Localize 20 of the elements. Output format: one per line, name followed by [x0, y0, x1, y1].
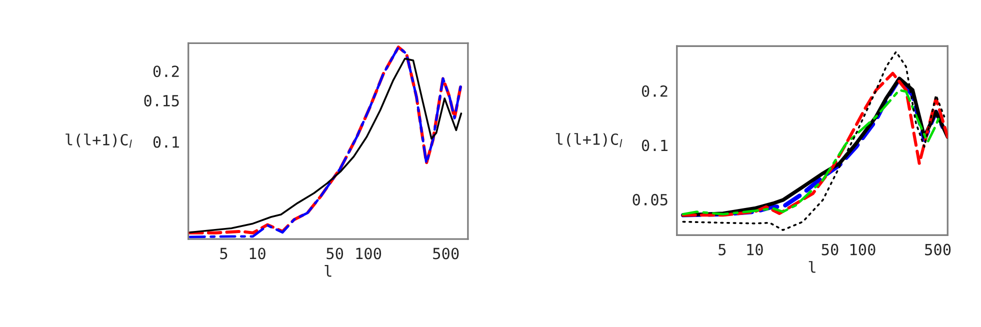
y-axis-title: l(l+1)C$_{l}$ [66, 134, 132, 148]
y-axis-title: l(l+1)C$_{l}$ [556, 133, 622, 148]
x-tick-label: 500 [925, 244, 951, 256]
y-tick-label: 0.15 [144, 94, 179, 106]
x-axis-title: l [324, 265, 332, 277]
x-tick-label: 10 [747, 244, 763, 256]
x-tick-label: 100 [356, 248, 382, 260]
y-tick-label: 0.05 [632, 194, 668, 206]
x-tick-label: 10 [250, 248, 266, 260]
y-tick-label: 0.2 [153, 66, 179, 78]
x-tick-label: 50 [822, 244, 838, 256]
x-tick-label: 5 [718, 244, 726, 256]
x-tick-label: 500 [433, 248, 459, 260]
x-axis-title: l [808, 261, 816, 273]
y-tick-label: 0.2 [642, 85, 668, 97]
x-tick-label: 50 [326, 248, 344, 260]
x-tick-label: 100 [850, 244, 876, 256]
y-tick-label: 0.1 [153, 136, 179, 148]
x-tick-label: 5 [220, 248, 228, 260]
y-tick-label: 0.1 [642, 140, 668, 152]
